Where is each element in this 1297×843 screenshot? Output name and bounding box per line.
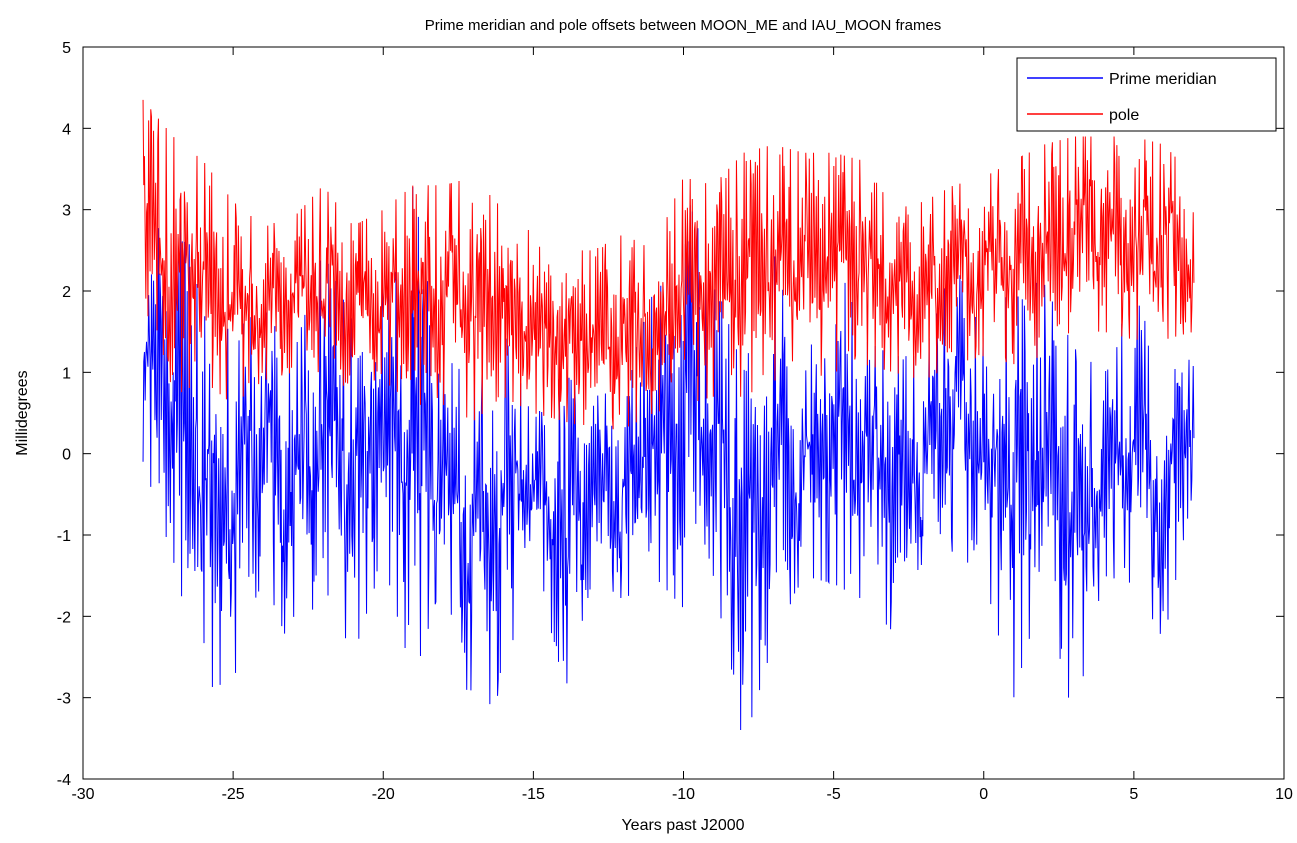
x-tick-label: -30 [71,786,94,803]
x-tick-label: -10 [672,786,695,803]
y-tick-label: -2 [57,609,71,626]
x-tick-label: 5 [1129,786,1138,803]
y-tick-label: 2 [62,284,71,301]
y-tick-label: 3 [62,203,71,220]
y-tick-label: 4 [62,121,71,138]
y-axis-label: Millidegrees [14,370,31,455]
x-tick-label: -25 [222,786,245,803]
series-line-pole [142,99,1195,430]
legend-box [1016,57,1277,132]
y-tick-label: -3 [57,691,71,708]
y-tick-label: 1 [62,365,71,382]
x-tick-label: -15 [522,786,545,803]
legend: Prime meridian pole [1016,57,1277,132]
x-tick-label: -5 [827,786,841,803]
y-tick-label: -4 [57,772,71,789]
series-line-prime-meridian [142,186,1195,730]
x-tick-label: 10 [1275,786,1293,803]
chart-title: Prime meridian and pole offsets between … [425,17,942,34]
legend-label: pole [1109,107,1139,124]
y-tick-label: -1 [57,528,71,545]
x-tick-label: 0 [979,786,988,803]
legend-label: Prime meridian [1109,71,1217,88]
y-tick-label: 0 [62,447,71,464]
x-axis-label: Years past J2000 [621,817,744,834]
y-tick-label: 5 [62,40,71,57]
x-tick-label: -20 [372,786,395,803]
series-layer [142,99,1195,730]
